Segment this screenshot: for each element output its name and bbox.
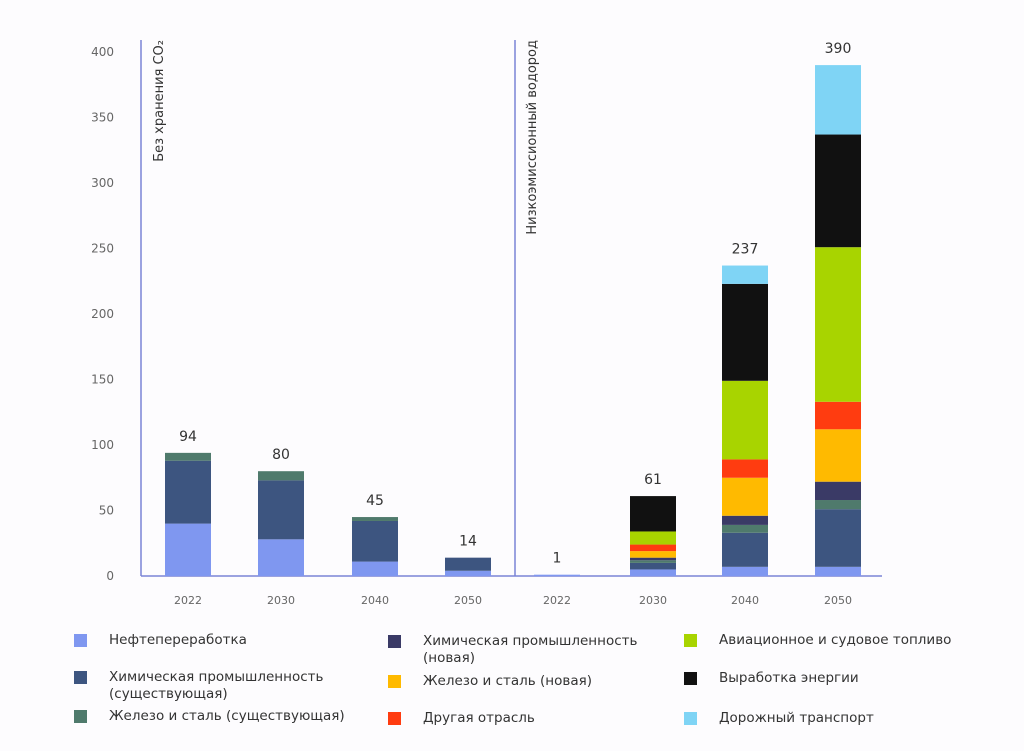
legend: Нефтепереработка Химическая промышленнос… (0, 620, 1024, 751)
bar-segment (722, 566, 768, 576)
total-label: 237 (732, 242, 759, 258)
legend-item: Выработка энергии (684, 670, 859, 687)
total-label: 80 (272, 447, 290, 463)
y-tick-label: 50 (99, 504, 114, 518)
bar-segment (815, 481, 861, 501)
y-tick-label: 400 (91, 45, 114, 59)
bar-segment (722, 380, 768, 460)
bar-segment (815, 566, 861, 576)
bar-segment (815, 429, 861, 482)
y-tick-label: 150 (91, 373, 114, 387)
total-label: 94 (179, 429, 197, 445)
legend-label: Дорожный транспорт (719, 710, 874, 726)
legend-swatch (74, 671, 87, 684)
bar-segment (630, 496, 676, 532)
bar-segment (815, 247, 861, 402)
legend-swatch (684, 712, 697, 725)
bar-segment (722, 477, 768, 516)
legend-item: Дорожный транспорт (684, 710, 874, 727)
bar-segment (630, 569, 676, 576)
y-tick-label: 0 (106, 569, 114, 583)
bar-segment (445, 570, 491, 576)
legend-swatch (74, 634, 87, 647)
bar-segment (165, 523, 211, 576)
legend-label: Химическая промышленность (существующая) (109, 669, 324, 702)
legend-label: Другая отрасль (423, 710, 535, 726)
x-tick-label: 2040 (361, 594, 389, 607)
bar-segment (630, 551, 676, 558)
total-label: 390 (825, 41, 852, 57)
legend-swatch (74, 710, 87, 723)
legend-item: Железо и сталь (существующая) (74, 708, 345, 725)
bar-segment (630, 562, 676, 570)
legend-label: Нефтепереработка (109, 632, 247, 648)
bar-segment (722, 265, 768, 284)
x-tick-label: 2030 (267, 594, 295, 607)
bar-segment (815, 401, 861, 430)
bar-segment (630, 557, 676, 561)
total-label: 1 (553, 551, 562, 567)
bar-segment (815, 65, 861, 135)
bar-segment (630, 531, 676, 545)
bar-segment (352, 561, 398, 576)
bar-segment (165, 460, 211, 524)
bar-segment (815, 509, 861, 567)
y-tick-label: 350 (91, 111, 114, 125)
legend-item: Железо и сталь (новая) (388, 673, 592, 690)
y-tick-label: 100 (91, 438, 114, 452)
x-tick-label: 2022 (543, 594, 571, 607)
bar-segment (815, 134, 861, 248)
total-label: 61 (644, 472, 662, 488)
legend-item: Химическая промышленность (существующая) (74, 669, 323, 703)
bar-segment (722, 524, 768, 533)
bar-segment (722, 459, 768, 478)
x-tick-label: 2022 (174, 594, 202, 607)
legend-label: Железо и сталь (новая) (423, 673, 592, 689)
x-tick-label: 2050 (454, 594, 482, 607)
legend-label: Авиационное и судовое топливо (719, 632, 952, 648)
total-label: 45 (366, 493, 384, 509)
legend-swatch (684, 672, 697, 685)
legend-label: Химическая промышленность (новая) (423, 633, 638, 666)
bar-segment (445, 557, 491, 571)
x-tick-label: 2050 (824, 594, 852, 607)
bar-segment (722, 515, 768, 525)
legend-swatch (684, 634, 697, 647)
legend-item: Другая отрасль (388, 710, 535, 727)
bar-segment (258, 539, 304, 576)
stacked-bar-chart: 0 50 100 150 200 250 300 350 400 Без хранения CO₂… (91, 40, 882, 607)
group-label: Без хранения CO₂ (152, 40, 167, 162)
y-tick-label: 250 (91, 242, 114, 256)
bar-segment (722, 283, 768, 381)
bar-segment (352, 520, 398, 562)
legend-swatch (388, 635, 401, 648)
bar-segment (630, 544, 676, 552)
x-tick-label: 2030 (639, 594, 667, 607)
bar-segment (722, 532, 768, 567)
legend-label: Железо и сталь (существующая) (109, 708, 345, 724)
bar-segment (258, 480, 304, 540)
bar-segment (258, 471, 304, 481)
y-tick-label: 300 (91, 176, 114, 190)
y-tick-label: 200 (91, 307, 114, 321)
legend-item: Нефтепереработка (74, 632, 247, 649)
legend-label: Выработка энергии (719, 670, 859, 686)
x-tick-label: 2040 (731, 594, 759, 607)
bar-segment (815, 500, 861, 510)
group-label: Низкоэмиссионный водород (525, 40, 540, 235)
legend-item: Химическая промышленность (новая) (388, 633, 637, 667)
total-label: 14 (459, 534, 477, 550)
legend-item: Авиационное и судовое топливо (684, 632, 951, 649)
legend-swatch (388, 712, 401, 725)
bar-segment (352, 517, 398, 521)
bar-segment (165, 452, 211, 461)
legend-swatch (388, 675, 401, 688)
bar-segment (630, 560, 676, 563)
bar-segment (534, 574, 580, 576)
